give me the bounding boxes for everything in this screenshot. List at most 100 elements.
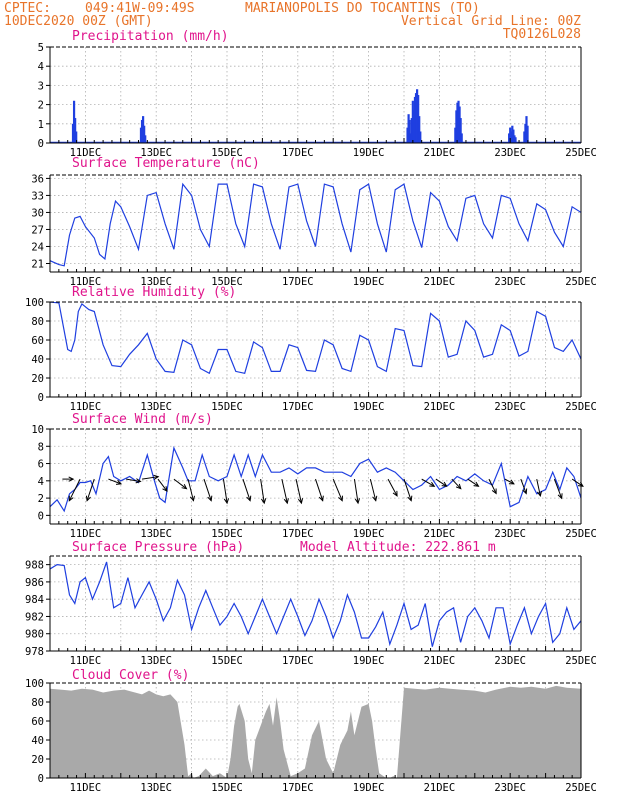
rh-xtick-label: 19DEC <box>353 401 385 413</box>
wind-vector-arrowhead <box>68 495 74 502</box>
wind-vector-arrow <box>504 478 515 485</box>
wind-vector-arrowhead <box>283 498 289 505</box>
wind-vector-arrowhead <box>189 495 195 502</box>
wind-vector-arrowhead <box>473 481 480 487</box>
precip-xtick-label: 19DEC <box>353 147 385 159</box>
precip-bar <box>143 125 146 143</box>
wind-xtick-label: 17DEC <box>282 528 314 540</box>
wind-panel: 0 2 4 6 8 10 11DEC 13DEC 15DEC 17DEC 19DEC 21DEC 23D… <box>31 424 596 540</box>
pressure-ytick-label: 986 <box>25 577 44 589</box>
temp-ytick-label: 33 <box>31 190 44 202</box>
wind-vector-arrow <box>126 478 141 482</box>
wind-vector-arrowhead <box>338 495 343 502</box>
wind-vector-arrow <box>387 478 398 497</box>
rh-xtick-label: 17DEC <box>282 401 314 413</box>
precip-bar <box>460 133 463 143</box>
wind-vector-arrow <box>242 478 251 501</box>
wind-vector-arrowhead <box>372 495 378 502</box>
pressure-ytick-label: 984 <box>25 594 44 606</box>
cloud-xtick-label: 19DEC <box>353 782 385 794</box>
wind-vector-arrowhead <box>354 498 361 505</box>
pressure-panel: 978 980 982 984 986 988 11DEC 13DEC 15DEC 17DEC 19… <box>25 555 597 667</box>
precip-bar <box>144 135 147 143</box>
temp-xtick-label: 21DEC <box>424 276 456 288</box>
temp-xtick-label: 13DEC <box>140 276 172 288</box>
wind-xtick-label: 23DEC <box>494 528 526 540</box>
pressure-ytick-label: 980 <box>25 629 44 641</box>
precip-xtick-label: 21DEC <box>424 147 456 159</box>
cloud-xtick-label: 15DEC <box>211 782 243 794</box>
header-coords: 049:41W-09:49S <box>85 1 195 16</box>
pressure-xtick-label: 21DEC <box>424 655 456 667</box>
precip-ytick-label: 3 <box>38 80 44 92</box>
cloud-panel: 0 20 40 60 80 100 11DEC 13DEC 15DEC 17DEC 19DEC 21D… <box>25 678 597 794</box>
temp-title: Surface Temperature (nC) <box>72 156 260 171</box>
wind-vector-arrow <box>403 478 412 501</box>
cloud-ytick-label: 80 <box>31 697 44 709</box>
wind-vector-arrowhead <box>246 495 252 502</box>
rh-xtick-label: 11DEC <box>70 401 102 413</box>
wind-vector-arrow <box>108 478 122 485</box>
precip-ytick-label: 4 <box>38 61 44 73</box>
header-grid-note: Vertical Grid Line: 00Z <box>401 14 581 29</box>
wind-vector-arrow <box>353 479 359 504</box>
cloud-xtick-label: 13DEC <box>140 782 172 794</box>
precip-title: Precipitation (mm/h) <box>72 29 229 44</box>
wind-vector-arrow <box>203 478 212 501</box>
wind-ytick-label: 10 <box>31 424 44 436</box>
precip-bar <box>419 131 422 143</box>
plot-area: 0 1 2 3 4 5 11DEC 13DEC 15DEC 17DEC 19DEC 21DEC 23DE… <box>25 42 597 794</box>
cloud-xtick-label: 11DEC <box>70 782 102 794</box>
wind-vector-arrowhead <box>153 474 160 480</box>
wind-vector-arrowhead <box>85 495 91 502</box>
wind-vector-arrowhead <box>522 488 528 495</box>
wind-vector-arrowhead <box>223 498 230 505</box>
wind-vector-arrow <box>187 478 194 501</box>
wind-vector-arrowhead <box>407 495 413 502</box>
precip-ytick-label: 2 <box>38 100 44 112</box>
wind-series-line <box>50 445 581 513</box>
cloud-xtick-label: 25DEC <box>565 782 597 794</box>
wind-vector-arrowhead <box>536 490 543 498</box>
precip-bar <box>75 131 78 143</box>
temp-xtick-label: 15DEC <box>211 276 243 288</box>
wind-vector-arrow <box>467 478 479 487</box>
cloud-ytick-label: 100 <box>25 678 44 690</box>
temp-xtick-label: 11DEC <box>70 276 102 288</box>
wind-vector-arrow <box>332 478 343 501</box>
precip-bar <box>408 119 411 143</box>
temp-xtick-label: 19DEC <box>353 276 385 288</box>
wind-vector-arrow <box>435 478 447 487</box>
rh-ytick-label: 100 <box>25 297 44 309</box>
rh-ytick-label: 20 <box>31 373 44 385</box>
wind-xtick-label: 21DEC <box>424 528 456 540</box>
wind-vector-arrow <box>281 478 288 504</box>
pressure-xtick-label: 13DEC <box>140 655 172 667</box>
pressure-xtick-label: 19DEC <box>353 655 385 667</box>
temp-ytick-label: 36 <box>31 173 44 185</box>
wind-vector-arrowhead <box>162 486 168 493</box>
wind-vector-arrow <box>520 478 527 494</box>
wind-vector-arrowhead <box>135 478 142 484</box>
pressure-series-line <box>50 561 581 647</box>
wind-ytick-label: 4 <box>38 476 44 488</box>
wind-vector-arrow <box>315 478 324 501</box>
precip-ytick-label: 5 <box>38 42 44 54</box>
wind-ytick-label: 2 <box>38 493 44 505</box>
wind-vector-arrow <box>141 476 159 480</box>
pressure-altitude-note: Model Altitude: 222.861 m <box>300 540 496 555</box>
cloud-title: Cloud Cover (%) <box>72 668 189 683</box>
precip-xtick-label: 25DEC <box>565 147 597 159</box>
pressure-ytick-label: 988 <box>25 560 44 572</box>
header-date: 10DEC2020 00Z (GMT) <box>4 14 153 29</box>
wind-ytick-label: 0 <box>38 510 44 522</box>
wind-vector-arrow <box>68 478 81 501</box>
wind-vector-arrow <box>553 478 563 499</box>
header-station: MARIANOPOLIS DO TOCANTINS (TO) <box>245 1 480 16</box>
wind-vector-arrowhead <box>508 479 515 485</box>
wind-xtick-label: 19DEC <box>353 528 385 540</box>
cloud-xtick-label: 21DEC <box>424 782 456 794</box>
precip-xtick-label: 13DEC <box>140 147 172 159</box>
cloud-ytick-label: 0 <box>38 773 44 785</box>
